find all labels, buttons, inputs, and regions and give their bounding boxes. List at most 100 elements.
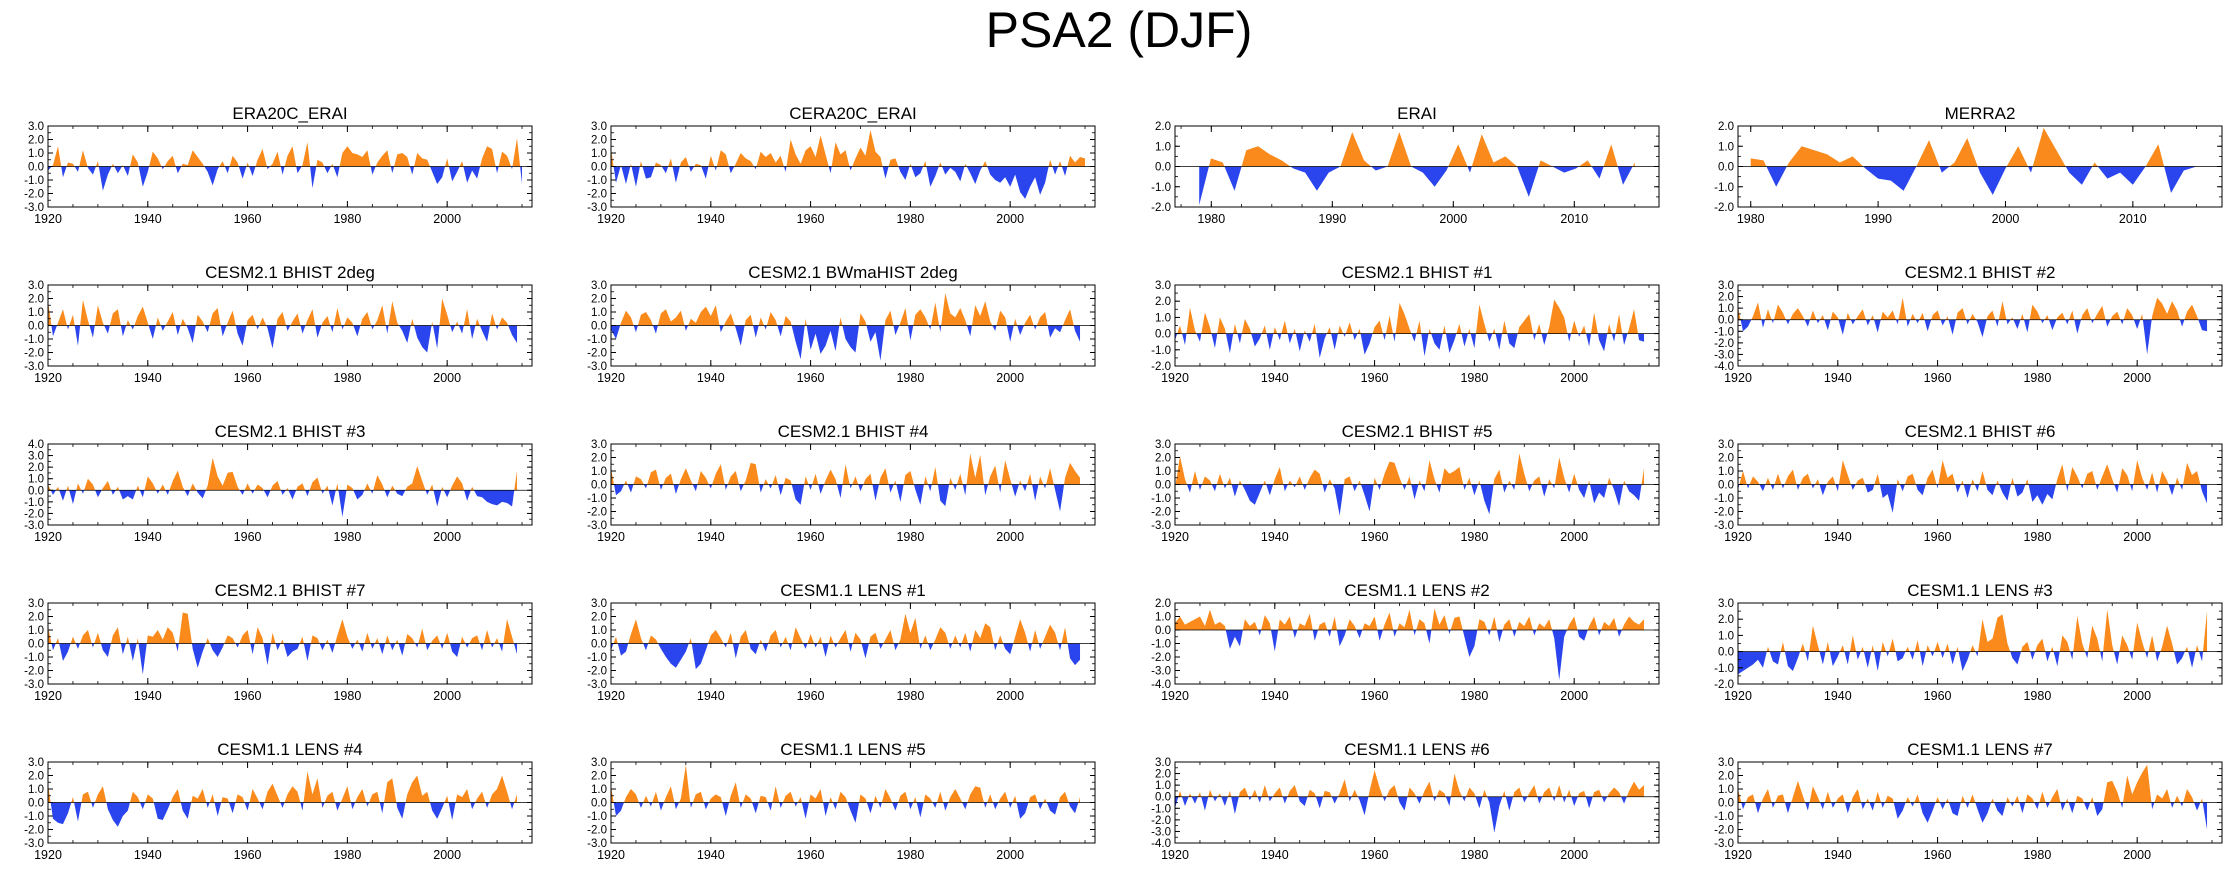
x-tick-label: 1940 [134, 212, 162, 226]
panel-title: CESM2.1 BHIST #6 [1905, 422, 2056, 441]
x-tick-label: 1960 [797, 848, 825, 862]
x-tick-label: 2000 [996, 530, 1024, 544]
y-tick-label: -2.0 [587, 666, 607, 678]
page-title: PSA2 (DJF) [985, 2, 1253, 58]
y-tick-label: -3.0 [1151, 826, 1171, 838]
x-tick-label: 1980 [1737, 212, 1765, 226]
x-tick-label: 1940 [697, 689, 725, 703]
y-tick-label: -3.0 [24, 679, 44, 691]
y-tick-label: 1.0 [28, 307, 44, 319]
x-tick-label: 2000 [433, 848, 461, 862]
positive-area [611, 130, 1086, 167]
negative-area [611, 802, 1081, 823]
x-tick-label: 1960 [1924, 530, 1952, 544]
y-tick-label: 3.0 [1718, 757, 1734, 769]
x-tick-label: 1980 [2023, 689, 2051, 703]
negative-area [48, 490, 518, 517]
x-tick-label: 2000 [996, 371, 1024, 385]
y-tick-label: 2.0 [591, 294, 607, 306]
panel-title: ERAI [1397, 104, 1437, 123]
x-tick-label: 1920 [34, 530, 62, 544]
panel-title: CESM1.1 LENS #4 [217, 740, 363, 759]
y-tick-label: 0.0 [591, 321, 607, 333]
x-tick-label: 1980 [2023, 530, 2051, 544]
x-tick-label: 1940 [1824, 530, 1852, 544]
x-tick-label: 1960 [1361, 689, 1389, 703]
y-tick-label: -1.0 [587, 334, 607, 346]
negative-area [48, 325, 518, 353]
y-tick-label: -3.0 [1151, 666, 1171, 678]
y-tick-label: 1.0 [1155, 466, 1171, 478]
x-tick-label: 1920 [1724, 848, 1752, 862]
y-tick-label: -2.0 [24, 508, 44, 520]
y-tick-label: 0.0 [591, 639, 607, 651]
x-tick-label: 1960 [797, 530, 825, 544]
x-tick-label: 1940 [697, 530, 725, 544]
y-tick-label: -1.0 [1151, 493, 1171, 505]
negative-area [48, 802, 518, 827]
x-tick-label: 2010 [1560, 212, 1588, 226]
negative-area [1175, 796, 1627, 833]
positive-area [1738, 460, 2208, 485]
x-tick-label: 2000 [433, 530, 461, 544]
y-tick-label: 3.0 [591, 121, 607, 133]
y-tick-label: -1.0 [587, 175, 607, 187]
negative-area [48, 643, 518, 675]
y-tick-label: -1.0 [587, 811, 607, 823]
x-tick-label: 1940 [1261, 530, 1289, 544]
y-tick-label: 2.0 [28, 462, 44, 474]
y-tick-label: 3.0 [591, 598, 607, 610]
x-tick-label: 1990 [1318, 212, 1346, 226]
x-tick-label: 1960 [234, 689, 262, 703]
negative-area [1750, 166, 2197, 195]
y-tick-label: -3.0 [1714, 838, 1734, 850]
y-tick-label: 0.0 [1155, 480, 1171, 492]
y-tick-label: -3.0 [587, 520, 607, 532]
panel-title: CESM2.1 BHIST #1 [1342, 263, 1493, 282]
x-tick-label: 1980 [2023, 848, 2051, 862]
x-tick-label: 2000 [2123, 530, 2151, 544]
y-tick-label: 3.0 [1718, 598, 1734, 610]
y-tick-label: -2.0 [1714, 679, 1734, 691]
y-tick-label: 1.0 [1718, 784, 1734, 796]
x-tick-label: 1960 [234, 530, 262, 544]
x-tick-label: 1940 [1261, 371, 1289, 385]
y-tick-label: 1.0 [591, 625, 607, 637]
panel-title: CESM2.1 BHIST #3 [215, 422, 366, 441]
x-tick-label: 1940 [697, 848, 725, 862]
x-tick-label: 2000 [1439, 212, 1467, 226]
y-tick-label: 2.0 [1155, 121, 1171, 133]
x-tick-label: 1940 [134, 530, 162, 544]
y-tick-label: 3.0 [1155, 757, 1171, 769]
y-tick-label: 1.0 [28, 784, 44, 796]
x-tick-label: 1980 [896, 371, 924, 385]
x-tick-label: 1920 [34, 689, 62, 703]
panel-title: CESM1.1 LENS #3 [1907, 581, 2053, 600]
x-tick-label: 1960 [797, 371, 825, 385]
y-tick-label: -2.0 [24, 825, 44, 837]
y-tick-label: 0.0 [591, 798, 607, 810]
y-tick-label: 1.0 [28, 625, 44, 637]
y-tick-label: 1.0 [591, 784, 607, 796]
x-tick-label: 1980 [896, 212, 924, 226]
y-tick-label: -3.0 [1714, 349, 1734, 361]
x-tick-label: 1980 [333, 689, 361, 703]
y-tick-label: 0.0 [1155, 625, 1171, 637]
y-tick-label: 1.0 [1155, 312, 1171, 324]
y-tick-label: 4.0 [28, 439, 44, 451]
y-tick-label: -3.0 [1151, 520, 1171, 532]
x-tick-label: 1940 [697, 212, 725, 226]
positive-area [1175, 453, 1645, 485]
positive-area [1175, 770, 1645, 797]
x-tick-label: 1960 [1361, 371, 1389, 385]
panel-title: CESM2.1 BHIST 2deg [205, 263, 375, 282]
x-tick-label: 1940 [134, 848, 162, 862]
